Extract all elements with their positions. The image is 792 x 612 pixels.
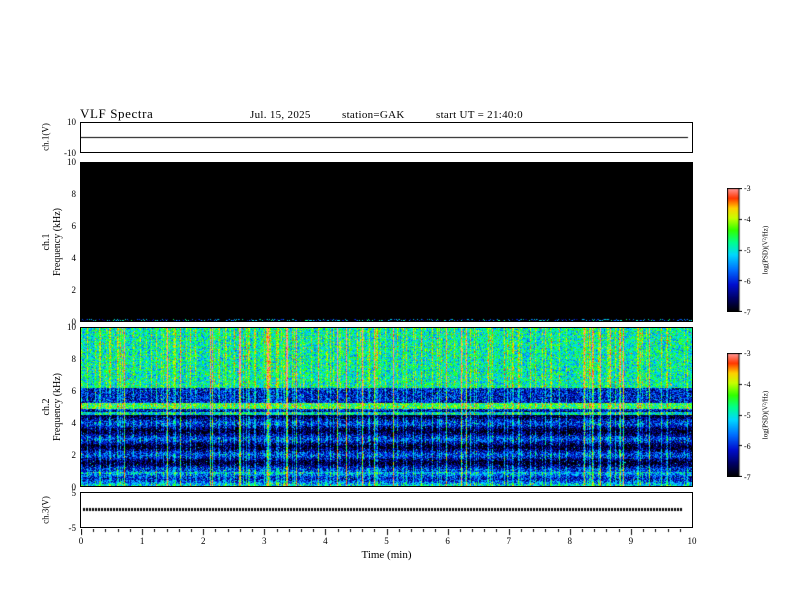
x-tick-label: 5 xyxy=(384,536,389,546)
ch1v-ymax-label: 10 xyxy=(67,117,76,127)
plot-title: VLF Spectra xyxy=(80,106,154,121)
colorbar-ch2-title: log(PSD)(V²/Hz) xyxy=(761,390,770,440)
freq-tick-label: 2 xyxy=(71,285,77,295)
colorbar-tick-label: -7 xyxy=(744,308,751,317)
ch3-voltage-panel xyxy=(80,492,693,528)
freq-tick-label: 6 xyxy=(71,386,77,396)
x-tick-label: 7 xyxy=(506,536,511,546)
freq-tick-label: 4 xyxy=(71,253,77,263)
x-axis-title: Time (min) xyxy=(361,549,412,561)
x-tick-label: 10 xyxy=(687,536,697,546)
x-tick-label: 4 xyxy=(323,536,328,546)
x-tick-label: 3 xyxy=(262,536,267,546)
ch1-spectrogram-canvas xyxy=(81,163,692,321)
plot-date: Jul. 15, 2025 xyxy=(250,109,311,121)
station-label: station=GAK xyxy=(342,109,405,121)
freq-tick-label: 0 xyxy=(71,317,77,327)
ch2-frequency-axis-label: Frequency (kHz) xyxy=(52,372,63,442)
x-tick-label: 6 xyxy=(445,536,450,546)
x-tick-label: 1 xyxy=(139,536,145,546)
ch1-label: ch.1 xyxy=(41,233,52,251)
freq-tick-label: 10 xyxy=(67,322,76,332)
colorbar-ch1-title: log(PSD)(V²/Hz) xyxy=(761,225,770,275)
ch2-label: ch.2 xyxy=(41,398,52,416)
ch3v-ymin-label: -5 xyxy=(68,523,77,533)
freq-tick-label: 6 xyxy=(71,221,77,231)
ch1-voltage-trace-canvas xyxy=(81,123,692,152)
ch3v-ymax-label: 5 xyxy=(71,488,77,498)
ch1v-ymin-label: -10 xyxy=(64,148,76,158)
ch2-spectrogram-canvas xyxy=(81,328,692,486)
freq-tick-label: 10 xyxy=(67,157,76,167)
ch1-spectrogram-panel xyxy=(80,162,693,322)
freq-tick-label: 2 xyxy=(71,450,77,460)
colorbar-tick-label: -4 xyxy=(744,215,751,224)
x-axis-ticks xyxy=(81,529,692,536)
freq-tick-label: 4 xyxy=(71,418,77,428)
start-time-label: start UT = 21:40:0 xyxy=(436,109,523,121)
colorbar-tick-label: -4 xyxy=(744,380,751,389)
colorbar-tick-label: -7 xyxy=(744,473,751,482)
colorbar-tick-label: -6 xyxy=(744,277,751,286)
ch3-voltage-axis-label: ch.3(V) xyxy=(40,496,51,524)
ch1-y-axis-label: ch.1 Frequency (kHz) xyxy=(41,208,63,276)
ch1-voltage-axis-label: ch.1(V) xyxy=(40,123,51,151)
colorbar-tick-label: -3 xyxy=(744,349,751,358)
x-tick-label: 2 xyxy=(200,536,206,546)
ch1-frequency-axis-label: Frequency (kHz) xyxy=(52,207,63,277)
colorbar-tick-label: -5 xyxy=(744,246,751,255)
freq-tick-label: 8 xyxy=(71,189,77,199)
colorbar-ch1 xyxy=(727,188,742,312)
x-tick-label: 8 xyxy=(567,536,573,546)
ch1-voltage-panel xyxy=(80,122,693,153)
colorbar-tick-label: -5 xyxy=(744,411,751,420)
ch2-spectrogram-panel xyxy=(80,327,693,487)
x-tick-label: 9 xyxy=(628,536,634,546)
freq-tick-label: 8 xyxy=(71,354,77,364)
ch2-y-axis-label: ch.2 Frequency (kHz) xyxy=(41,373,63,441)
ch3-voltage-trace-canvas xyxy=(81,493,692,527)
freq-tick-label: 0 xyxy=(71,482,77,492)
x-tick-label: 0 xyxy=(78,536,84,546)
colorbar-tick-label: -3 xyxy=(744,184,751,193)
colorbar-ch2 xyxy=(727,353,742,477)
colorbar-tick-label: -6 xyxy=(744,442,751,451)
